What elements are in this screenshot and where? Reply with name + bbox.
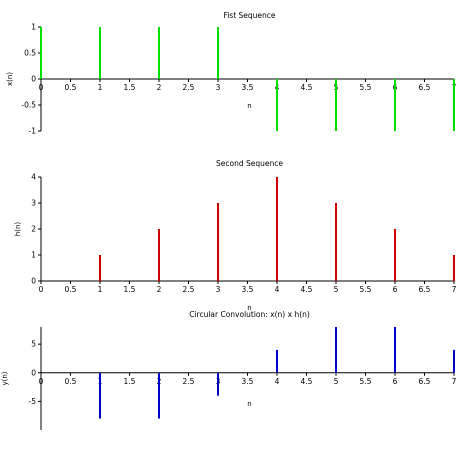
y-tick-label: 0.5	[24, 49, 36, 58]
x-tick-label: 3.5	[242, 377, 254, 386]
x-tick-label: 1	[98, 83, 103, 92]
x-tick-label: 1.5	[124, 83, 136, 92]
x-tick-label: 3	[216, 83, 221, 92]
x-tick-label: 3	[216, 285, 221, 294]
x-tick-label: 7	[452, 285, 457, 294]
y-tick-label: -0.5	[21, 101, 36, 110]
panel-circular-convolution: Circular Convolution: x(n) x h(n) -5 0 5 0 0.…	[1, 310, 457, 430]
x-tick-label: 1.5	[124, 377, 136, 386]
y-tick-label: 3	[31, 199, 36, 208]
x-tick-label: 6	[393, 377, 398, 386]
x-tick-label: 0	[39, 377, 44, 386]
y-tick-label: 1	[31, 23, 36, 32]
x-tick-label: 4.5	[301, 83, 313, 92]
y-tick-label: 2	[31, 225, 36, 234]
x-tick-label: 5	[334, 285, 339, 294]
x-tick-label: 0.5	[65, 377, 77, 386]
x-tick-label: 2.5	[183, 83, 195, 92]
y-tick-label: 0	[31, 368, 36, 377]
chart-title: Second Sequence	[216, 159, 283, 168]
x-tick-label: 2.5	[183, 285, 195, 294]
x-tick-label: 5.5	[360, 83, 372, 92]
y-axis-label: y(n)	[1, 371, 9, 385]
y-tick-label: 0	[31, 277, 36, 286]
panel-second-sequence: Second Sequence 0 1 2 3 4 0 0.5 1 1.5 2 2.5 3 3.5 4 4.5…	[14, 159, 457, 312]
y-tick-label: 4	[31, 173, 36, 182]
chart-title: Circular Convolution: x(n) x h(n)	[189, 310, 310, 319]
x-tick-label: 5	[334, 377, 339, 386]
x-tick-label: 6.5	[419, 377, 431, 386]
x-axis-label: n	[247, 102, 251, 110]
x-tick-label: 1	[98, 285, 103, 294]
y-axis-label: h(n)	[14, 222, 22, 237]
x-tick-label: 3.5	[242, 285, 254, 294]
y-tick-label: 5	[31, 340, 36, 349]
x-axis-label: n	[247, 304, 251, 312]
panel-first-sequence: Fist Sequence-1-0.500.510 0.5 1 1.5 2 2.5 3 3.5…	[6, 11, 457, 136]
x-tick-label: 6.5	[419, 285, 431, 294]
chart-title: Fist Sequence	[223, 11, 275, 20]
x-tick-label: 5.5	[360, 285, 372, 294]
y-tick-label: -1	[29, 127, 37, 136]
x-tick-label: 7	[452, 377, 457, 386]
y-axis-label: x(n)	[6, 72, 14, 86]
x-tick-label: 2	[157, 83, 162, 92]
x-tick-label: 3.5	[242, 83, 254, 92]
x-tick-label: 5.5	[360, 377, 372, 386]
x-tick-label: 0.5	[65, 285, 77, 294]
y-tick-label: 1	[31, 251, 36, 260]
x-tick-label: 4	[275, 285, 280, 294]
x-tick-label: 6.5	[419, 83, 431, 92]
x-tick-label: 0	[39, 285, 44, 294]
x-tick-label: 2.5	[183, 377, 195, 386]
x-tick-label: 4.5	[301, 285, 313, 294]
x-tick-label: 4.5	[301, 377, 313, 386]
x-tick-label: 1.5	[124, 285, 136, 294]
y-tick-label: 0	[31, 75, 36, 84]
x-tick-label: 2	[157, 285, 162, 294]
x-tick-label: 0.5	[65, 83, 77, 92]
x-tick-label: 6	[393, 285, 398, 294]
x-tick-label: 0	[39, 83, 44, 92]
y-tick-label: -5	[29, 397, 37, 406]
x-tick-label: 4	[275, 377, 280, 386]
x-axis-label: n	[247, 400, 251, 408]
